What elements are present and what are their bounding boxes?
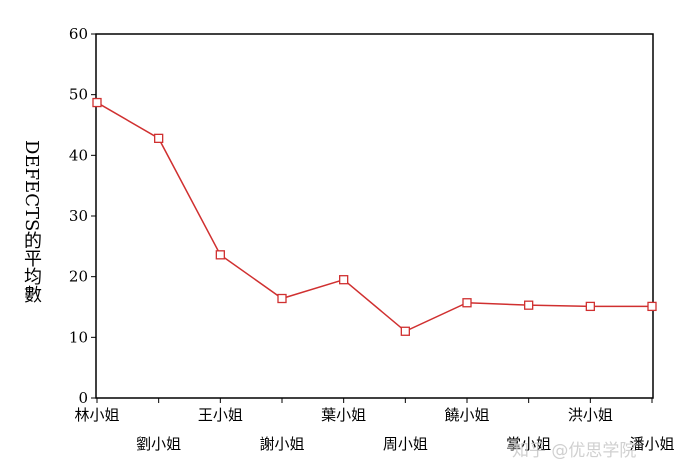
marker [154, 133, 164, 143]
marker [215, 250, 225, 260]
marker [524, 300, 534, 310]
marker [92, 97, 102, 108]
watermark: 知乎 @优思学院 [512, 441, 637, 461]
plot-frame [95, 33, 654, 399]
x-tick-label: 葉小姐 [321, 406, 366, 424]
x-tick-label: 饒小姐 [444, 406, 489, 424]
y-tick-label: 20 [69, 268, 88, 286]
y-tick-label: 30 [69, 207, 88, 225]
y-tick-label: 10 [69, 328, 88, 346]
y-tick-label: 50 [69, 86, 88, 104]
marker [277, 293, 287, 304]
marker [585, 301, 595, 312]
y-axis-label: DEFECTS的平均數 [21, 140, 42, 304]
y-tick-label: 40 [69, 146, 88, 164]
x-tick-label: 掌小姐 [506, 435, 551, 453]
x-tick-label: 林小姐 [74, 406, 119, 424]
x-tick-label: 潘小姐 [629, 435, 674, 453]
x-tick-label: 周小姐 [383, 435, 428, 453]
marker [462, 298, 472, 308]
x-tick-label: 謝小姐 [259, 435, 304, 453]
marker [647, 301, 657, 312]
x-tick-label: 洪小姐 [568, 406, 613, 424]
marker [339, 275, 349, 285]
marker [400, 326, 410, 336]
line [96, 101, 652, 333]
y-tick-label: 0 [78, 389, 88, 407]
y-tick-label: 60 [69, 25, 88, 43]
x-tick-label: 王小姐 [198, 406, 243, 424]
x-tick-label: 劉小姐 [136, 435, 181, 453]
